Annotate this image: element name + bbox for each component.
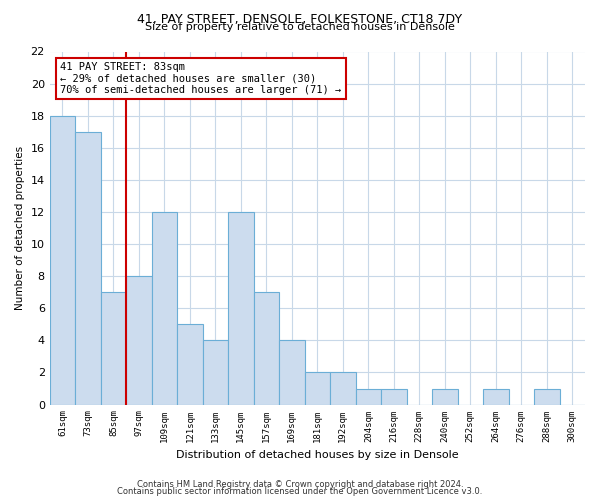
Text: Size of property relative to detached houses in Densole: Size of property relative to detached ho…	[145, 22, 455, 32]
Bar	[101, 292, 126, 405]
Bar	[254, 292, 279, 405]
Bar	[50, 116, 75, 405]
Bar	[381, 388, 407, 404]
Bar	[305, 372, 330, 404]
Text: Contains HM Land Registry data © Crown copyright and database right 2024.: Contains HM Land Registry data © Crown c…	[137, 480, 463, 489]
Text: Contains public sector information licensed under the Open Government Licence v3: Contains public sector information licen…	[118, 487, 482, 496]
Bar	[483, 388, 509, 404]
Bar	[177, 324, 203, 404]
Y-axis label: Number of detached properties: Number of detached properties	[15, 146, 25, 310]
Text: 41 PAY STREET: 83sqm
← 29% of detached houses are smaller (30)
70% of semi-detac: 41 PAY STREET: 83sqm ← 29% of detached h…	[61, 62, 341, 96]
Bar	[126, 276, 152, 404]
X-axis label: Distribution of detached houses by size in Densole: Distribution of detached houses by size …	[176, 450, 458, 460]
Bar	[330, 372, 356, 404]
Bar	[356, 388, 381, 404]
Text: 41, PAY STREET, DENSOLE, FOLKESTONE, CT18 7DY: 41, PAY STREET, DENSOLE, FOLKESTONE, CT1…	[137, 12, 463, 26]
Bar	[228, 212, 254, 404]
Bar	[75, 132, 101, 404]
Bar	[203, 340, 228, 404]
Bar	[279, 340, 305, 404]
Bar	[432, 388, 458, 404]
Bar	[152, 212, 177, 404]
Bar	[534, 388, 560, 404]
